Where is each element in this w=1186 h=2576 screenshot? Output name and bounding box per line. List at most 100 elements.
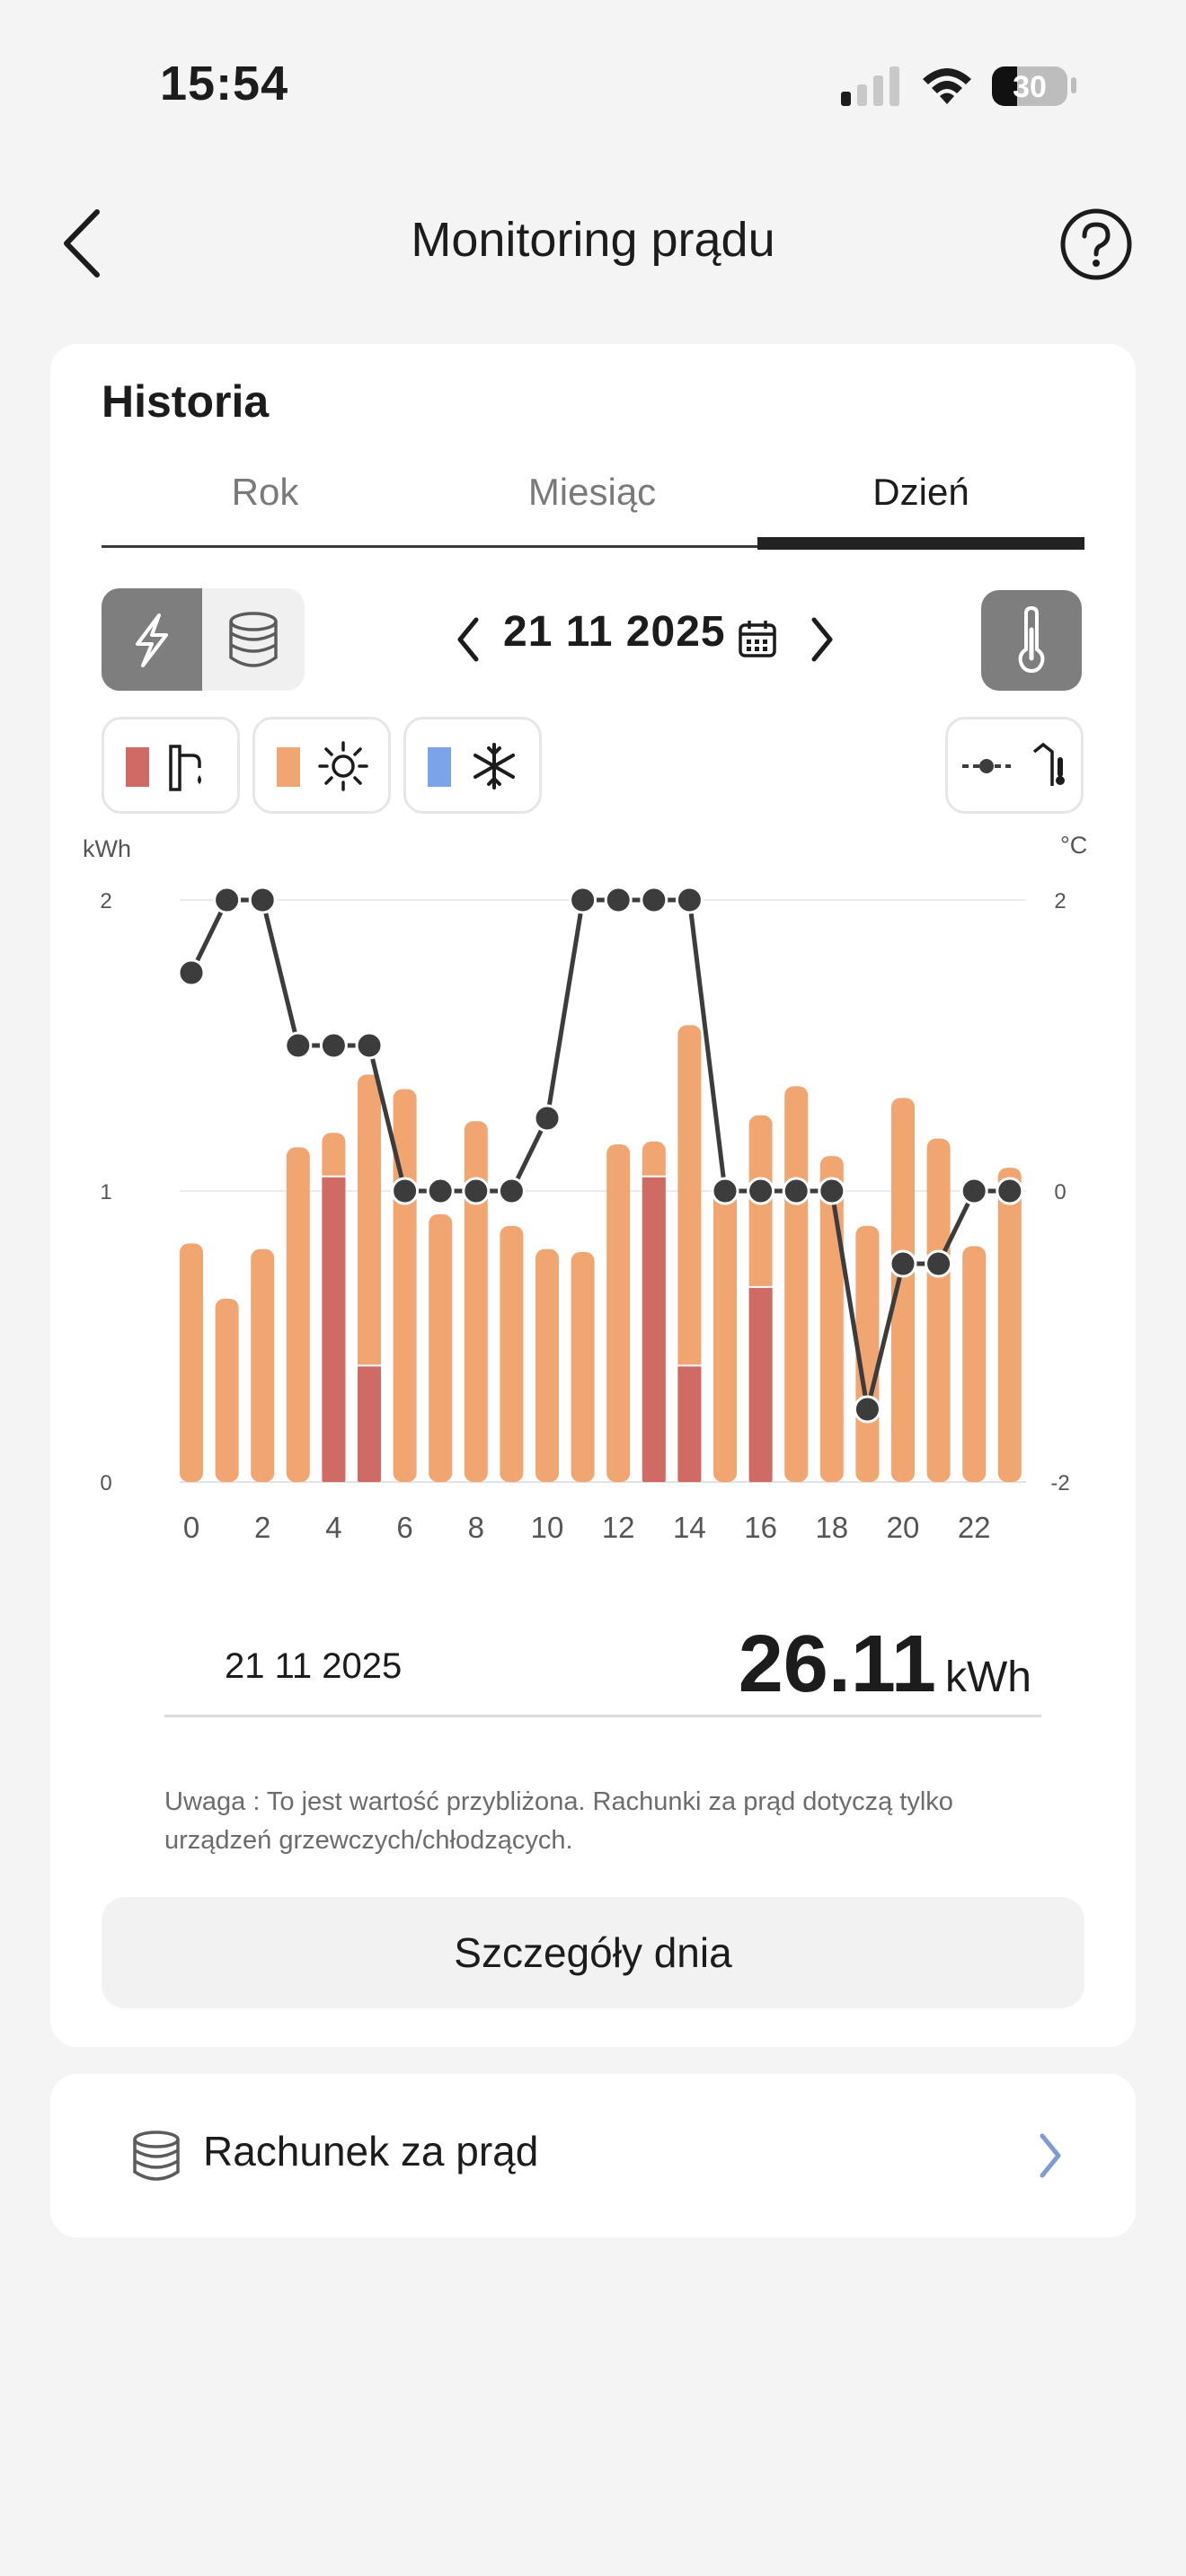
temperature-point — [889, 1249, 917, 1278]
bar-water-heating — [642, 1176, 666, 1482]
bar-heating — [962, 1246, 987, 1482]
y-right-tick-label: 0 — [1054, 1180, 1066, 1204]
current-date[interactable]: 21 11 2025 — [503, 608, 726, 656]
x-tick-label: 18 — [815, 1511, 848, 1544]
tab-year[interactable]: Rok — [231, 471, 299, 513]
next-day-button[interactable] — [805, 613, 841, 666]
coins-icon — [133, 2130, 180, 2181]
bar-water-heating — [677, 1365, 702, 1482]
approximation-note: Uwaga : To jest wartość przybliżona. Rac… — [164, 1787, 953, 1855]
tab-underline — [102, 545, 1084, 548]
temperature-point — [319, 1031, 348, 1060]
bar-heating — [500, 1225, 524, 1482]
temperature-point — [177, 958, 206, 987]
bar-water-heating — [358, 1365, 381, 1482]
temperature-point — [284, 1031, 313, 1060]
bar-heating — [251, 1248, 275, 1482]
sun-icon — [318, 741, 368, 791]
tab-month[interactable]: Miesiąc — [527, 471, 657, 513]
heating-color-chip — [277, 747, 300, 787]
y-right-tick-label: -2 — [1050, 1471, 1069, 1495]
battery-level: 30 — [1013, 70, 1047, 104]
calendar-icon[interactable] — [737, 618, 778, 659]
y-left-tick-label: 1 — [100, 1180, 111, 1204]
water-heater-icon — [169, 745, 201, 791]
temperature-point — [782, 1177, 810, 1205]
bar-heating — [571, 1252, 595, 1482]
temperature-point — [675, 886, 704, 914]
water-heating-color-chip — [126, 747, 149, 787]
temperature-point — [711, 1177, 739, 1205]
temperature-point — [355, 1031, 384, 1060]
bar-heating — [215, 1298, 239, 1482]
bar-heating — [393, 1089, 417, 1482]
y-left-tick-label: 2 — [100, 889, 111, 913]
total-unit: kWh — [945, 1654, 1031, 1701]
summary-divider — [164, 1715, 1041, 1717]
y-right-unit: °C — [1060, 832, 1087, 859]
mode-toggle[interactable] — [102, 588, 305, 691]
day-details-button[interactable]: Szczegóły dnia — [102, 1897, 1084, 2008]
filter-water-heating[interactable] — [102, 717, 240, 814]
temperature-point — [818, 1177, 846, 1205]
snowflake-icon — [474, 743, 515, 790]
temperature-point — [853, 1395, 881, 1424]
temperature-point — [925, 1249, 953, 1278]
tab-day[interactable]: Dzień — [872, 471, 969, 513]
bar-heating — [891, 1098, 915, 1482]
electricity-bill-card[interactable] — [50, 2074, 1136, 2237]
x-tick-label: 2 — [254, 1511, 270, 1544]
energy-mode-button[interactable] — [102, 588, 202, 691]
bar-heating — [429, 1213, 453, 1482]
y-right-tick-label: 2 — [1054, 889, 1066, 913]
bar-water-heating — [322, 1176, 346, 1482]
filter-cooling[interactable] — [403, 717, 542, 814]
temperature-point — [747, 1177, 775, 1205]
bar-heating — [784, 1086, 809, 1482]
bar-heating — [606, 1144, 631, 1482]
x-tick-label: 12 — [602, 1511, 635, 1544]
temperature-point — [391, 1177, 420, 1205]
cooling-color-chip — [428, 747, 451, 787]
tab-active-indicator — [757, 537, 1084, 550]
x-tick-label: 16 — [744, 1511, 777, 1544]
temperature-toggle-button[interactable] — [981, 590, 1082, 691]
chevron-right-icon[interactable] — [1031, 2129, 1067, 2183]
coins-icon[interactable] — [202, 588, 305, 691]
back-button[interactable] — [54, 205, 108, 282]
bar-heating — [819, 1156, 844, 1482]
history-title: Historia — [102, 376, 270, 427]
temperature-point — [996, 1177, 1024, 1205]
temperature-point — [462, 1177, 491, 1205]
x-tick-label: 14 — [673, 1511, 706, 1544]
page-title: Monitoring prądu — [411, 213, 775, 267]
prev-day-button[interactable] — [449, 613, 485, 666]
electricity-bill-label: Rachunek za prąd — [203, 2128, 539, 2175]
x-tick-label: 4 — [325, 1511, 341, 1544]
temperature-point — [426, 1177, 455, 1205]
temperature-point — [569, 886, 597, 914]
lightning-icon — [136, 613, 168, 667]
help-button[interactable] — [1058, 207, 1134, 282]
y-left-unit: kWh — [83, 835, 131, 862]
x-tick-label: 10 — [531, 1511, 564, 1544]
filter-heating[interactable] — [252, 717, 391, 814]
x-tick-label: 20 — [887, 1511, 920, 1544]
signal-icon — [841, 66, 899, 106]
bar-heating — [535, 1248, 559, 1482]
energy-chart: kWh °C 0 -21 02 2 0 2 4 6 8 10 12 14 16 18 20 22 — [83, 832, 1087, 1544]
temperature-point — [960, 1177, 988, 1205]
temperature-point — [533, 1104, 562, 1133]
battery-icon: 30 — [992, 66, 1067, 106]
temperature-point — [497, 1177, 526, 1205]
x-tick-label: 0 — [183, 1511, 199, 1544]
temperature-point — [640, 886, 668, 914]
x-tick-label: 22 — [958, 1511, 991, 1544]
x-tick-label: 6 — [396, 1511, 412, 1544]
temperature-point — [213, 886, 242, 914]
bar-heating — [286, 1147, 310, 1482]
wifi-icon — [923, 68, 971, 104]
bar-heating — [464, 1121, 488, 1482]
outdoor-temperature-line-icon — [962, 742, 1065, 786]
filter-outdoor-temperature[interactable] — [945, 717, 1084, 814]
